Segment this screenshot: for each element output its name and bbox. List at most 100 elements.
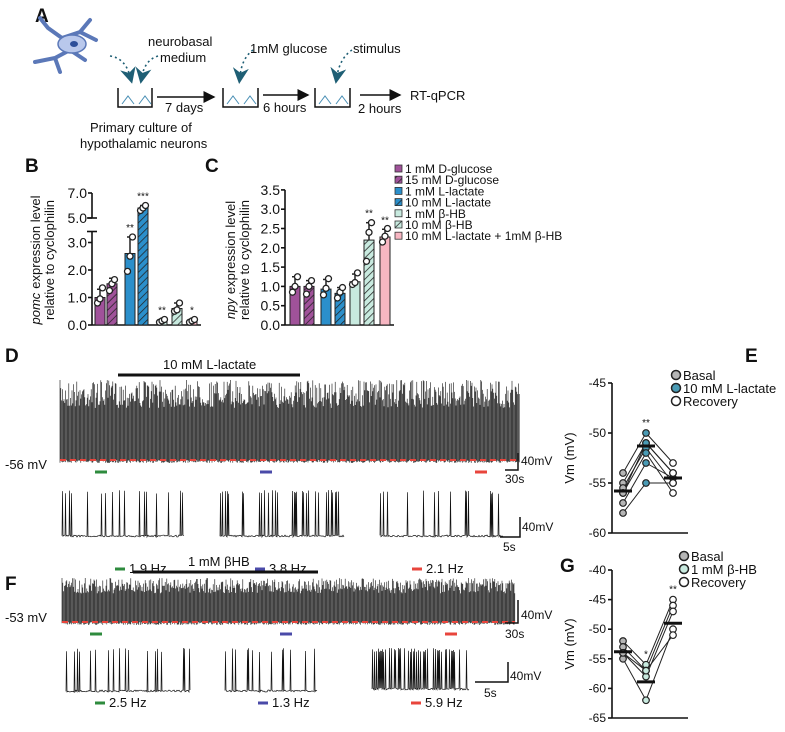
y-axis-label-2: relative to cyclophilin [237,200,252,320]
y-axis-label: Vm (mV) [562,618,577,669]
medium-label: medium [160,50,206,65]
data-point [642,429,650,437]
bar-hatch [364,240,374,325]
panel-a-schematic: A neurobasal medium 1mM glucose stimulus… [33,6,465,151]
significance: ** [126,223,134,234]
legend-item: 1 mM L-lactate [405,184,485,198]
data-point [141,201,150,210]
frequency-label: 2.1 Hz [426,561,464,576]
voltage-trace [61,578,516,625]
chart-g-vm: -40 -45 -50 -55 -60 -65 Vm (mV) Basal * 1 mM β-HB… [562,549,757,725]
frequency-labels: 1.9 Hz 3.8 Hz 2.1 Hz 2.5 Hz 1.3 Hz 5.9 Hz [95,561,464,710]
bar [379,236,391,326]
inset-scale-t-d: 5s [503,540,516,554]
data-point [338,283,347,292]
data-point [669,479,677,487]
data-point [669,489,677,497]
y-tick-label: -55 [589,652,607,666]
inset-voltage-trace [219,489,345,539]
bar [124,253,136,326]
trace-f [61,578,516,636]
data-point [322,284,330,292]
y-axis-label-text: expression level [223,201,238,294]
legend-swatch [394,231,403,240]
data-point [128,233,137,241]
data-point [381,232,389,240]
legend-item: 1 mM β-HB [691,562,757,577]
data-point [669,459,677,467]
legend-item: 10 mM L-lactate [683,381,776,396]
step-2-hours: 2 hours [358,101,402,116]
inset-voltage-trace [371,647,470,691]
culture-dishes [117,88,351,108]
y-axis-label-text: expression level [28,195,43,288]
data-point [642,696,650,705]
data-point [319,291,328,299]
data-point [353,269,362,277]
bar [349,281,361,326]
data-point [105,286,114,295]
frequency-label: 2.5 Hz [109,695,147,710]
neurobasal-label: neurobasal [148,34,212,49]
y-axis-label: pomc expression level [28,195,43,325]
significance: ** [365,209,373,220]
legend-swatch [394,209,403,218]
y-tick-label: 7.0 [68,185,88,201]
neuron-icon [33,16,98,74]
data-point [305,282,313,291]
data-point [365,228,373,237]
significance: ** [381,215,389,226]
frequency-label: 1.9 Hz [129,561,167,576]
data-point [619,469,627,477]
data-point [378,238,387,246]
y-tick-label: -45 [589,376,607,390]
glucose-label: 1mM glucose [250,41,327,56]
y-axis-label: Vm (mV) [562,432,577,483]
data-point [98,284,107,292]
chart-b-pomc: 0.0 1.0 2.0 3.0 5.0 7.0 pomc expression level re… [28,185,201,333]
panel-label-g: G [560,556,575,577]
legend-marker [678,576,690,588]
data-point [173,306,181,314]
data-point [288,288,297,296]
data-point [619,509,627,517]
legend-item: 15 mM D-glucose [405,173,499,187]
data-point [642,459,650,467]
y-tick-label: -60 [589,681,607,695]
stimulus-label: stimulus [353,41,401,56]
baseline-label-d: -56 mV [5,457,47,472]
legend-swatch-hatch [395,198,402,206]
y-tick-label: 0.5 [261,298,281,314]
data-point [669,607,677,616]
panel-label-f: F [5,574,17,595]
inset-voltage-trace [65,647,191,694]
y-tick-label: -40 [589,563,607,577]
step-7-days: 7 days [165,100,204,115]
data-point [293,273,302,281]
y-axis-gene: pomc [28,292,43,325]
data-point [642,666,650,675]
data-point [302,290,311,298]
legend-swatch-hatch [395,176,402,184]
data-point [642,449,650,457]
legend-marker [678,563,690,575]
frequency-label: 5.9 Hz [425,695,463,710]
y-axis-gene: npy [223,297,238,319]
legend-item: 10 mM L-lactate [405,196,491,210]
y-axis-label: npy expression level [223,201,238,319]
data-point [291,282,299,291]
y-tick-label: 2.0 [261,240,281,256]
legend-marker [670,369,682,381]
y-tick-label: 1.5 [261,259,281,275]
significance: * [190,306,194,317]
legend-swatch [394,164,403,173]
inset-scale-v-f: 40mV [510,669,541,683]
y-tick-label: -50 [589,426,607,440]
data-point [642,479,650,487]
y-tick-label: -60 [589,526,607,540]
significance: ** [669,585,677,596]
chart-e-vm: -45 -50 -55 -60 Vm (mV) Basal ** 10 mM L-lactat… [562,368,776,540]
legend-marker [670,395,682,407]
legend-item: Recovery [683,394,738,409]
